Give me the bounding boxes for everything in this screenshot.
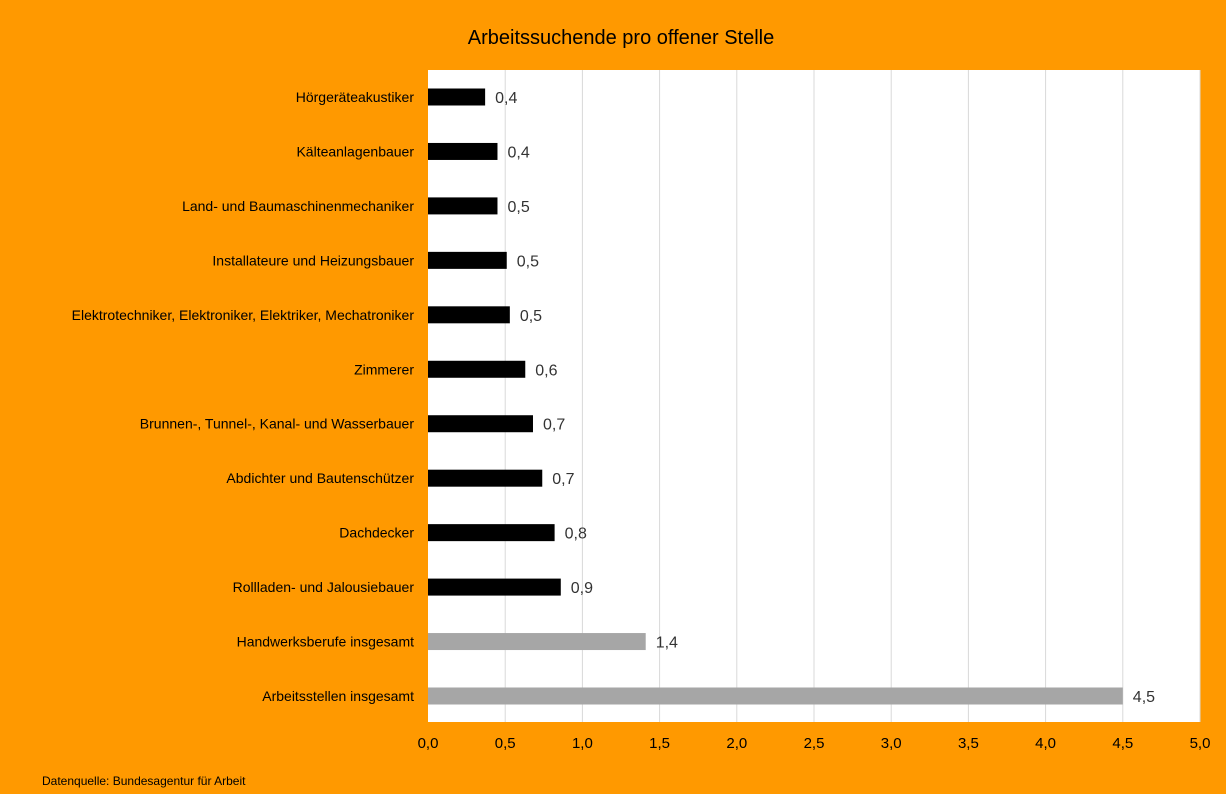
source-note: Datenquelle: Bundesagentur für Arbeit bbox=[42, 774, 246, 788]
value-label: 0,9 bbox=[571, 580, 593, 597]
bar bbox=[428, 469, 543, 487]
category-labels: Hörgeräteakustiker Kälteanlagenbauer Land-… bbox=[72, 89, 415, 704]
bar bbox=[428, 88, 486, 106]
value-labels: 0,4 0,4 0,5 0,5 0,5 0,6 0,7 0,7 0,8 0,9 1,4 4,5 bbox=[495, 90, 1155, 706]
chart-title: Arbeitssuchende pro offener Stelle bbox=[468, 27, 775, 49]
category-label: Hörgeräteakustiker bbox=[296, 89, 415, 105]
x-tick-label: 0,5 bbox=[495, 735, 516, 752]
x-axis-ticks: 0,0 0,5 1,0 1,5 2,0 2,5 3,0 3,5 4,0 4,5 5,0 bbox=[418, 735, 1211, 752]
x-tick-label: 0,0 bbox=[418, 735, 439, 752]
bar bbox=[428, 578, 561, 596]
category-label: Brunnen-, Tunnel-, Kanal- und Wasserbaue… bbox=[140, 416, 415, 432]
gridlines bbox=[504, 70, 1201, 722]
x-tick-label: 3,5 bbox=[958, 735, 979, 752]
x-tick-label: 1,5 bbox=[649, 735, 670, 752]
bar bbox=[428, 633, 646, 651]
value-label: 0,5 bbox=[507, 199, 529, 216]
category-label: Installateure und Heizungsbauer bbox=[212, 252, 414, 268]
x-tick-label: 4,0 bbox=[1035, 735, 1056, 752]
category-label: Elektrotechniker, Elektroniker, Elektrik… bbox=[72, 307, 415, 323]
value-label: 0,6 bbox=[535, 362, 557, 379]
category-label: Kälteanlagenbauer bbox=[296, 143, 414, 159]
value-label: 0,5 bbox=[517, 253, 539, 270]
category-label: Abdichter und Bautenschützer bbox=[226, 470, 414, 486]
value-label: 0,7 bbox=[552, 471, 574, 488]
bar bbox=[428, 306, 510, 324]
x-tick-label: 3,0 bbox=[881, 735, 902, 752]
x-tick-label: 2,5 bbox=[804, 735, 825, 752]
category-label: Dachdecker bbox=[339, 525, 414, 541]
bar bbox=[428, 360, 526, 378]
category-label: Rollladen- und Jalousiebauer bbox=[233, 579, 415, 595]
category-label: Arbeitsstellen insgesamt bbox=[262, 688, 414, 704]
category-label: Zimmerer bbox=[354, 361, 414, 377]
bar bbox=[428, 142, 498, 160]
value-label: 1,4 bbox=[656, 635, 678, 652]
bar bbox=[428, 197, 498, 215]
value-label: 0,5 bbox=[520, 308, 542, 325]
bars bbox=[428, 88, 1123, 705]
bar bbox=[428, 524, 555, 542]
bar bbox=[428, 687, 1123, 705]
category-label: Land- und Baumaschinenmechaniker bbox=[182, 198, 414, 214]
category-label: Handwerksberufe insgesamt bbox=[237, 634, 415, 650]
x-tick-label: 2,0 bbox=[726, 735, 747, 752]
value-label: 0,4 bbox=[495, 90, 517, 107]
x-tick-label: 4,5 bbox=[1112, 735, 1133, 752]
value-label: 0,8 bbox=[565, 526, 587, 543]
x-tick-label: 1,0 bbox=[572, 735, 593, 752]
value-label: 0,7 bbox=[543, 417, 565, 434]
value-label: 4,5 bbox=[1133, 689, 1155, 706]
value-label: 0,4 bbox=[507, 144, 529, 161]
bar bbox=[428, 415, 533, 433]
bar bbox=[428, 251, 507, 269]
x-tick-label: 5,0 bbox=[1190, 735, 1211, 752]
